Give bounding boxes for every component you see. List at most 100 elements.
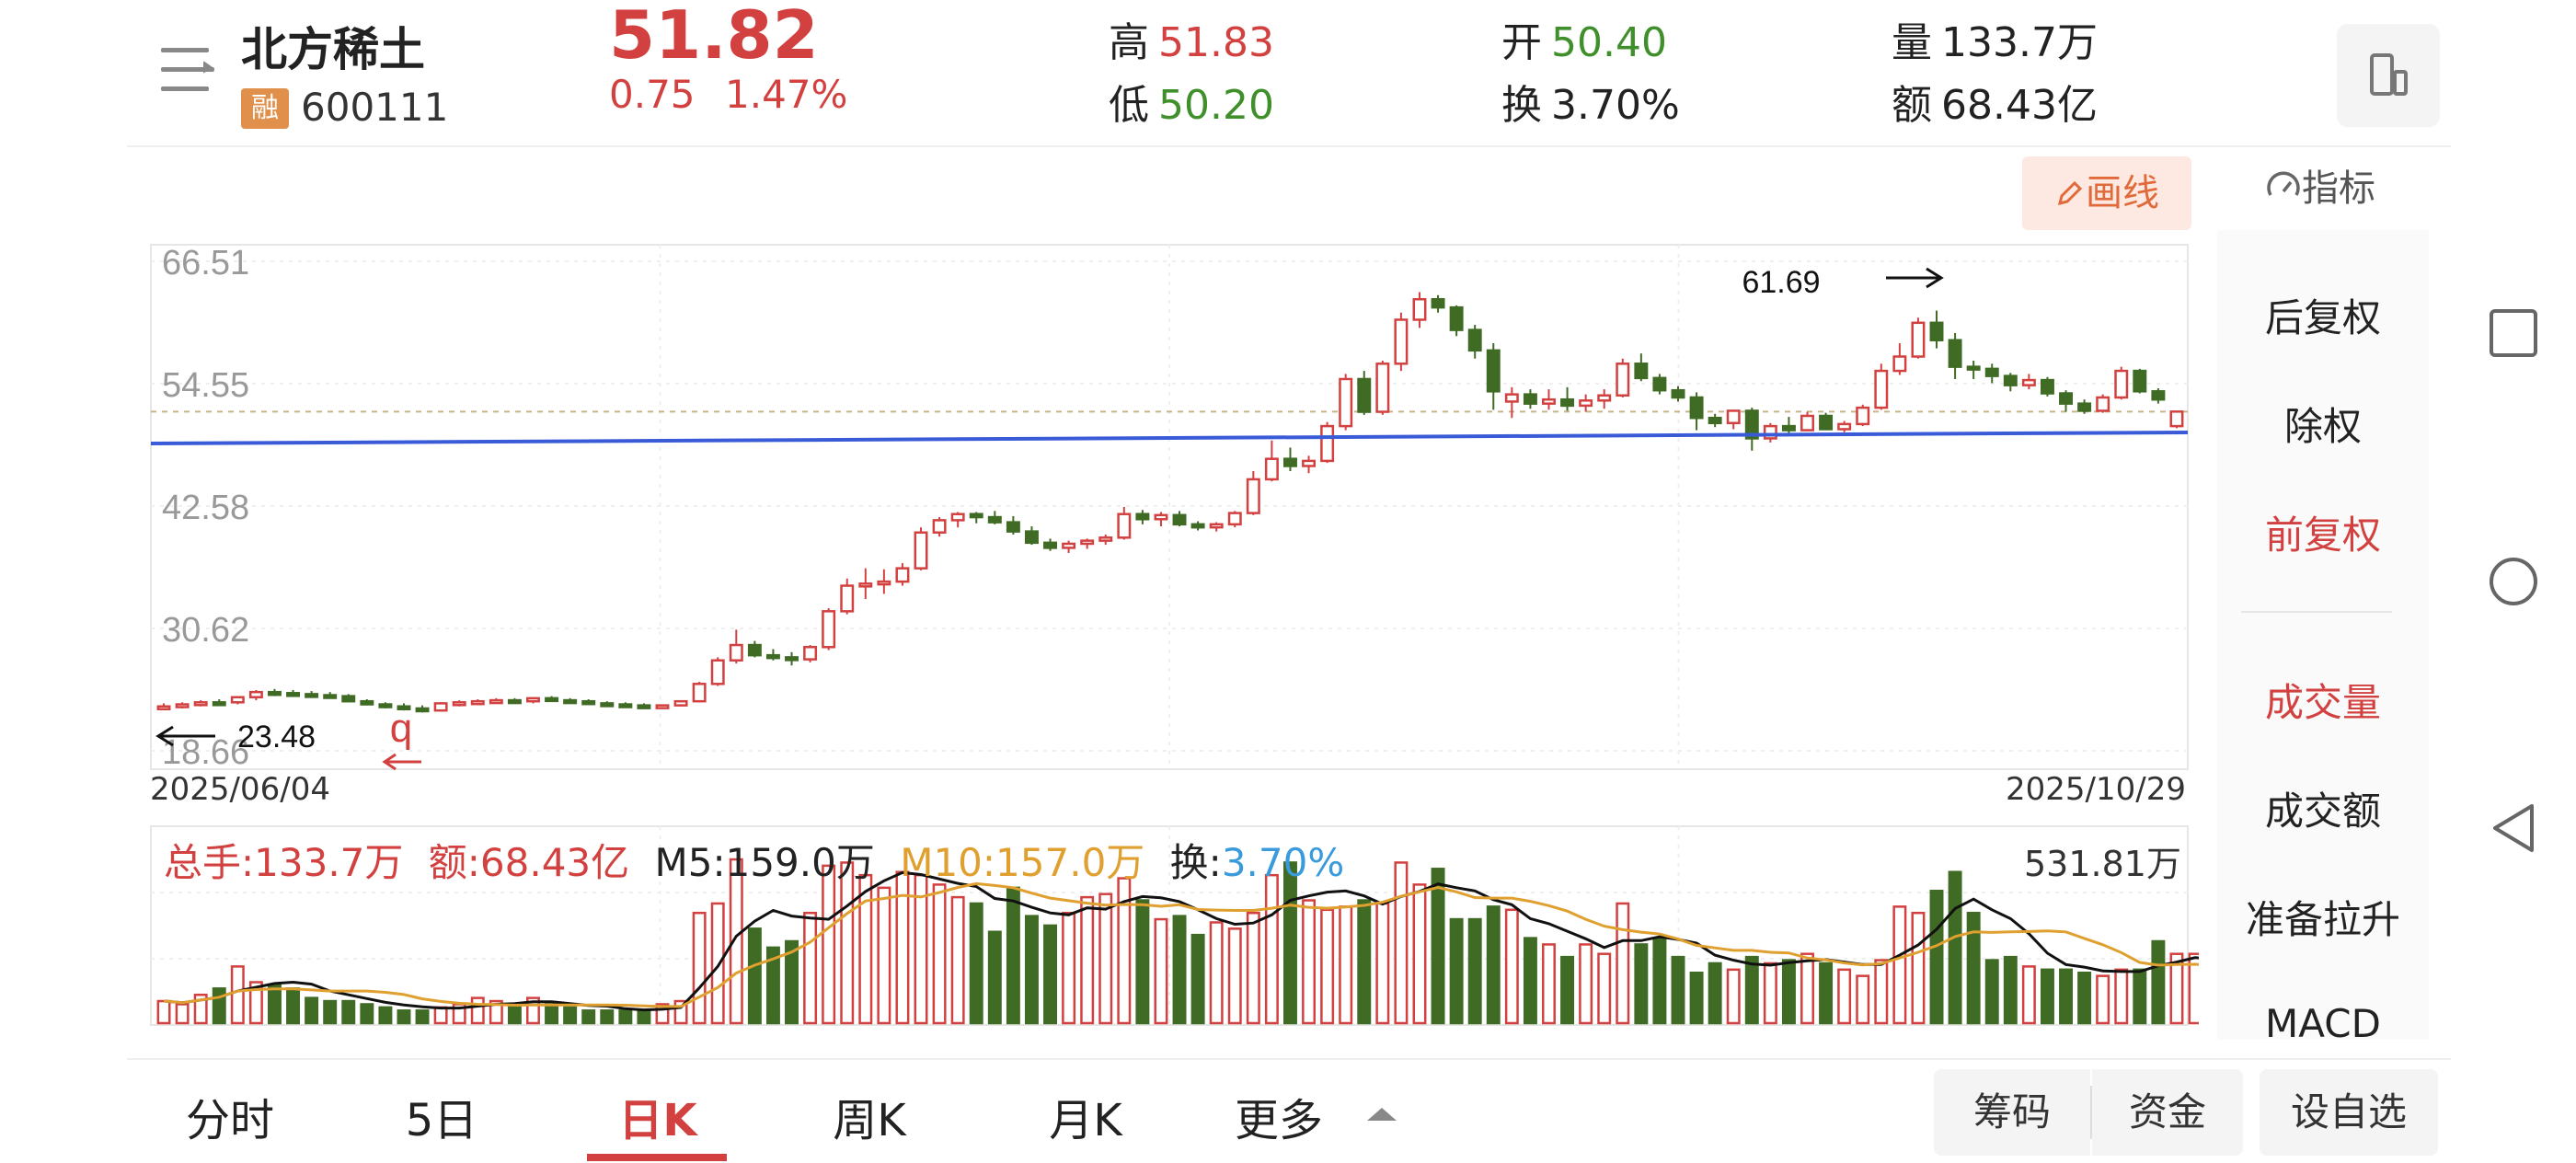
candle-body bbox=[877, 580, 891, 586]
volume-bar bbox=[545, 1003, 559, 1025]
candle-body bbox=[729, 643, 743, 662]
side-item-amount[interactable]: 成交额 bbox=[2264, 789, 2381, 834]
volume-bar bbox=[1339, 905, 1353, 1025]
volume-bar bbox=[1560, 955, 1575, 1025]
stat-low: 低 50.20 bbox=[1109, 72, 1274, 131]
y-tick-label: 66.51 bbox=[162, 244, 249, 282]
candle-body bbox=[2133, 369, 2147, 393]
vol-max-label: 531.81万 bbox=[2024, 844, 2181, 884]
candle-body bbox=[1984, 367, 1999, 377]
candle-body bbox=[1560, 397, 1575, 408]
draw-line-button[interactable]: 画线 bbox=[2022, 156, 2191, 230]
tab-monthly-k[interactable]: 月K bbox=[1049, 1095, 1122, 1146]
candle bbox=[323, 692, 338, 699]
candle-body bbox=[1246, 478, 1260, 514]
q-marker: q bbox=[382, 706, 421, 771]
candle-body bbox=[1689, 396, 1704, 420]
candle-body bbox=[1172, 513, 1187, 526]
candle-body bbox=[378, 703, 393, 708]
candle bbox=[600, 701, 615, 708]
volume-bar bbox=[932, 883, 947, 1025]
candle bbox=[637, 703, 651, 709]
stat-high-label: 高 bbox=[1109, 19, 1149, 66]
candle bbox=[785, 651, 799, 666]
candle-body bbox=[1911, 321, 1926, 358]
start-date: 2025/06/04 bbox=[150, 771, 330, 808]
volume-bar bbox=[710, 902, 725, 1025]
candle bbox=[1763, 422, 1777, 443]
candle bbox=[1781, 417, 1796, 436]
volume-bar bbox=[1449, 917, 1464, 1025]
volume-bar bbox=[397, 1009, 411, 1025]
kline-chart[interactable]: 66.51 54.55 42.58 30.62 18.66 61.69 23.48 q bbox=[138, 230, 2199, 782]
side-item-forward-adjusted[interactable]: 前复权 bbox=[2264, 512, 2381, 558]
vol-turn-prefix: 换: bbox=[1169, 840, 1222, 885]
candle bbox=[1726, 409, 1741, 430]
vol-turn-value: 3.70% bbox=[1221, 840, 1345, 885]
stat-volume-label: 量 bbox=[1892, 19, 1932, 66]
volume-bar bbox=[563, 1006, 578, 1025]
trend-line[interactable] bbox=[150, 431, 2189, 445]
candle bbox=[914, 527, 928, 570]
gauge-icon bbox=[2267, 171, 2300, 196]
candle bbox=[563, 697, 578, 705]
candle bbox=[1579, 394, 1593, 412]
side-item-macd[interactable]: MACD bbox=[2265, 1001, 2381, 1040]
candle-body bbox=[785, 656, 799, 662]
side-item-back-adjusted[interactable]: 后复权 bbox=[2264, 295, 2381, 340]
candle-body bbox=[563, 698, 578, 705]
candle-body bbox=[1117, 512, 1132, 539]
tab-5day[interactable]: 5日 bbox=[405, 1095, 478, 1146]
high-marker-label: 61.69 bbox=[1742, 265, 1820, 300]
layout-button[interactable] bbox=[2337, 24, 2440, 127]
square-icon[interactable] bbox=[2486, 305, 2541, 361]
candle-body bbox=[470, 699, 485, 706]
funds-button[interactable]: 资金 bbox=[2092, 1069, 2243, 1156]
add-watchlist-button[interactable]: 设自选 bbox=[2260, 1069, 2438, 1156]
candle bbox=[156, 703, 171, 710]
candle-body bbox=[1966, 365, 1981, 371]
candle bbox=[1357, 371, 1372, 415]
volume-bar bbox=[1911, 911, 1926, 1025]
candle-body bbox=[1320, 424, 1335, 463]
candle bbox=[1874, 363, 1889, 410]
tab-more[interactable]: 更多 bbox=[1234, 1095, 1323, 1146]
candle bbox=[1449, 305, 1464, 337]
candle bbox=[1744, 408, 1759, 451]
candle-body bbox=[637, 704, 651, 709]
stat-turnover: 换 3.70% bbox=[1501, 72, 1680, 131]
candle-body bbox=[914, 531, 928, 570]
indicator-button[interactable]: 指标 bbox=[2265, 158, 2375, 212]
candle-body bbox=[1006, 521, 1020, 533]
candle bbox=[2096, 394, 2110, 413]
tab-intraday[interactable]: 分时 bbox=[185, 1095, 274, 1146]
chips-button[interactable]: 筹码 bbox=[1934, 1069, 2090, 1156]
current-price: 51.82 bbox=[609, 0, 819, 74]
volume-chart[interactable] bbox=[138, 819, 2199, 1031]
circle-icon[interactable] bbox=[2486, 554, 2541, 609]
side-item-volume[interactable]: 成交量 bbox=[2264, 680, 2381, 725]
candle bbox=[969, 512, 983, 524]
caret-up-icon[interactable] bbox=[1363, 1102, 1400, 1124]
menu-icon[interactable] bbox=[161, 48, 214, 94]
candle-body bbox=[1652, 376, 1667, 392]
candle bbox=[545, 696, 559, 703]
volume-bar bbox=[2151, 939, 2166, 1025]
volume-bar bbox=[1874, 959, 1889, 1025]
candle-body bbox=[489, 698, 503, 705]
candle bbox=[1616, 358, 1630, 397]
tab-weekly-k[interactable]: 周K bbox=[833, 1095, 906, 1146]
side-item-ex-rights[interactable]: 除权 bbox=[2283, 404, 2362, 449]
back-triangle-icon[interactable] bbox=[2486, 800, 2541, 856]
candle-body bbox=[1449, 305, 1464, 331]
volume-bar bbox=[1302, 899, 1317, 1025]
candle-body bbox=[2096, 396, 2110, 412]
volume-bar bbox=[1043, 924, 1057, 1025]
candle-body bbox=[1264, 457, 1279, 481]
volume-bar bbox=[2096, 974, 2110, 1025]
volume-bar bbox=[1597, 952, 1612, 1025]
tab-daily-k[interactable]: 日K bbox=[618, 1095, 697, 1146]
side-item-ready-rise[interactable]: 准备拉升 bbox=[2245, 897, 2400, 942]
candle bbox=[1819, 412, 1834, 431]
candle bbox=[1892, 343, 1907, 375]
